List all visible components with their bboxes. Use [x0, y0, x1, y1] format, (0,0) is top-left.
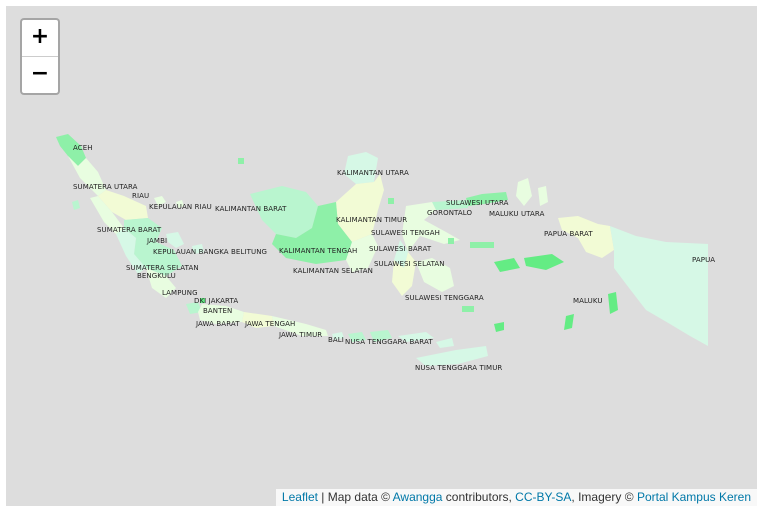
label-dki-jakarta: DKI JAKARTA [194, 297, 239, 305]
portal-link[interactable]: Portal Kampus Keren [636, 490, 751, 504]
province-sulawesi-tenggara[interactable] [416, 258, 454, 292]
label-sumatera-utara: SUMATERA UTARA [73, 183, 138, 191]
label-banten: BANTEN [203, 307, 233, 315]
province-maluku-utara[interactable] [516, 178, 548, 206]
label-gorontalo: GORONTALO [427, 209, 473, 217]
label-sulawesi-utara: SULAWESI UTARA [446, 199, 509, 207]
label-jawa-timur: JAWA TIMUR [279, 331, 323, 339]
province-kalimantan-selatan[interactable] [346, 234, 378, 272]
province-aceh[interactable] [56, 134, 86, 166]
label-nusa-tenggara-timur: NUSA TENGGARA TIMUR [415, 364, 503, 372]
zoom-control: + − [20, 18, 60, 95]
province-sumatera-selatan[interactable] [134, 238, 182, 276]
province-kalimantan-timur[interactable] [336, 174, 384, 242]
label-kalimantan-timur: KALIMANTAN TIMUR [336, 216, 408, 224]
province-bali[interactable] [332, 332, 344, 340]
label-nusa-tenggara-barat: NUSA TENGGARA BARAT [345, 338, 433, 346]
label-kepulauan-bangka-belitung: KEPULAUAN BANGKA BELITUNG [153, 248, 268, 256]
label-maluku-utara: MALUKU UTARA [489, 210, 545, 218]
province-bengkulu[interactable] [116, 228, 146, 274]
label-maluku: MALUKU [573, 297, 603, 305]
province-gorontalo[interactable] [432, 200, 468, 210]
province-ntt[interactable] [398, 332, 488, 366]
label-kalimantan-tengah: KALIMANTAN TENGAH [279, 247, 358, 255]
label-papua-barat: PAPUA BARAT [544, 230, 593, 238]
province-sulawesi-barat[interactable] [394, 240, 408, 268]
province-jawa-timur[interactable] [272, 316, 328, 336]
zoom-in-button[interactable]: + [30, 24, 50, 49]
province-sulawesi-tengah[interactable] [402, 202, 460, 252]
province-sumatera-barat[interactable] [90, 196, 124, 234]
label-sumatera-barat: SUMATERA BARAT [97, 226, 162, 234]
zoom-out-button[interactable]: − [22, 56, 58, 93]
label-kepulauan-riau: KEPULAUAN RIAU [149, 203, 212, 211]
province-riau[interactable] [98, 190, 148, 220]
leaflet-link[interactable]: Leaflet [281, 490, 318, 504]
province-kalimantan-tengah[interactable] [272, 202, 352, 264]
province-sumatera-utara[interactable] [68, 156, 106, 196]
label-lampung: LAMPUNG [162, 289, 198, 297]
province-kalimantan-utara[interactable] [344, 152, 378, 184]
label-sulawesi-tenggara: SULAWESI TENGGARA [405, 294, 484, 302]
province-papua[interactable] [610, 226, 708, 346]
island-nias[interactable] [72, 200, 80, 210]
province-kepulauan-riau[interactable] [154, 196, 184, 208]
province-jawa-barat[interactable] [198, 304, 244, 324]
label-sumatera-selatan: SUMATERA SELATAN [126, 264, 199, 272]
province-papua-barat[interactable] [558, 216, 614, 258]
label-jawa-tengah: JAWA TENGAH [245, 320, 296, 328]
label-kalimantan-selatan: KALIMANTAN SELATAN [293, 267, 373, 275]
label-jambi: JAMBI [147, 237, 168, 245]
label-riau: RIAU [132, 192, 150, 200]
province-kalimantan-barat[interactable] [250, 186, 318, 238]
province-sulawesi-utara[interactable] [466, 192, 508, 206]
province-dki-jakarta[interactable] [200, 298, 205, 303]
label-bengkulu: BENGKULU [137, 272, 176, 280]
attribution-text-3: , Imagery © [571, 490, 637, 504]
label-bali: BALI [328, 336, 344, 344]
province-babel[interactable] [166, 232, 204, 254]
license-link[interactable]: CC-BY-SA [515, 490, 572, 504]
province-lampung[interactable] [146, 268, 176, 298]
attribution-text-1: | Map data © [317, 490, 393, 504]
province-jambi[interactable] [124, 218, 162, 242]
label-aceh: ACEH [73, 144, 93, 152]
label-kalimantan-utara: KALIMANTAN UTARA [337, 169, 409, 177]
attribution-text-2: contributors, [442, 490, 516, 504]
awangga-link[interactable]: Awangga [392, 490, 443, 504]
province-banten[interactable] [186, 302, 202, 314]
map-container[interactable]: ACEH SUMATERA UTARA RIAU KEPULAUAN RIAU … [6, 6, 757, 506]
label-sulawesi-tengah: SULAWESI TENGAH [371, 229, 441, 237]
province-sulawesi-selatan[interactable] [392, 252, 416, 296]
label-kalimantan-barat: KALIMANTAN BARAT [215, 205, 287, 213]
province-jawa-tengah[interactable] [242, 312, 274, 328]
label-papua: PAPUA [692, 256, 716, 264]
label-sulawesi-barat: SULAWESI BARAT [369, 245, 432, 253]
indonesia-map[interactable] [6, 6, 757, 506]
attribution: Leaflet | Map data © Awangga contributor… [275, 489, 757, 506]
label-sulawesi-selatan: SULAWESI SELATAN [374, 260, 445, 268]
label-jawa-barat: JAWA BARAT [196, 320, 240, 328]
province-ntb[interactable] [348, 330, 392, 342]
province-maluku[interactable] [494, 254, 618, 332]
